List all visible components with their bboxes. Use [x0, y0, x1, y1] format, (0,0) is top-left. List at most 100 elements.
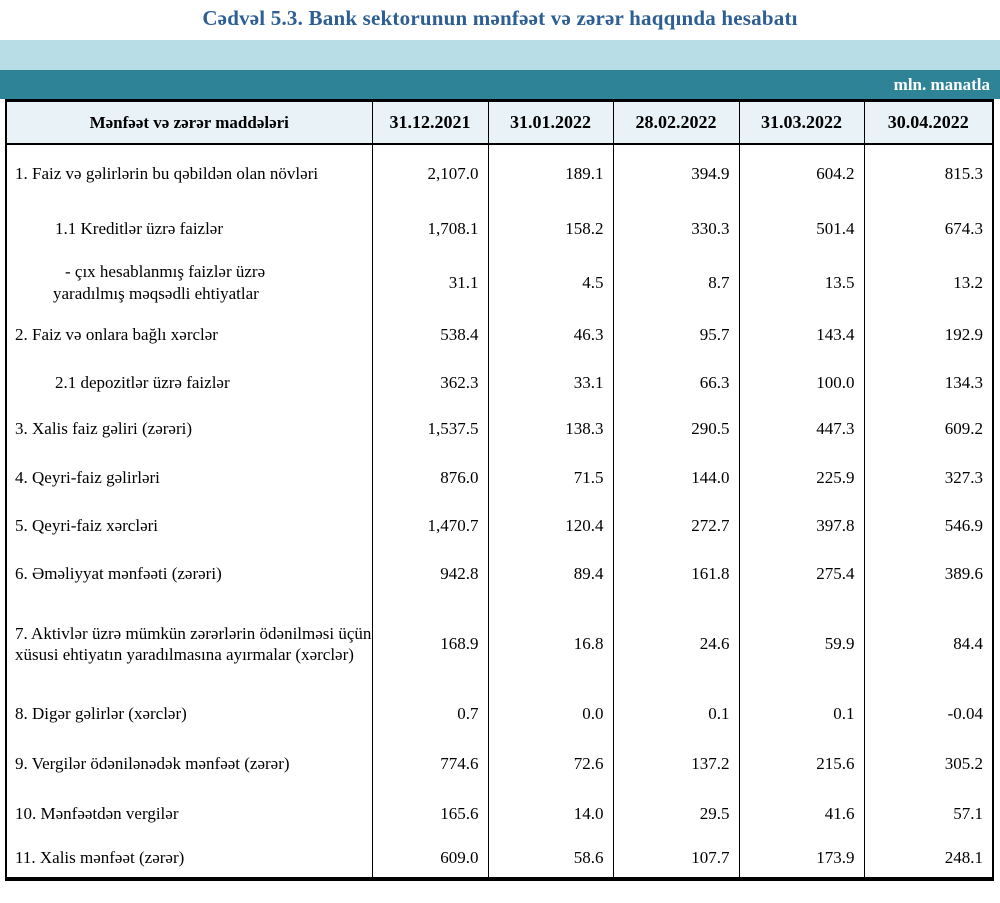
- table-body: 1. Faiz və gəlirlərin bu qəbildən olan n…: [6, 144, 993, 879]
- header-label-cell: Mənfəət və zərər maddələri: [6, 100, 372, 145]
- column-header-date: 31.12.2021: [371, 100, 488, 145]
- value-cell: 161.8: [612, 549, 739, 599]
- value-cell: 604.2: [738, 144, 864, 203]
- value-cell: 290.5: [612, 405, 739, 453]
- row-label: 10. Mənfəətdən vergilər: [6, 789, 372, 839]
- value-cell: 84.4: [863, 599, 993, 689]
- value-cell: 189.1: [487, 144, 613, 203]
- table-row: 6. Əməliyyat mənfəəti (zərəri) 942.8 89.4 1…: [6, 549, 993, 599]
- profit-loss-table: Mənfəət və zərər maddələri 31.12.2021 31.…: [5, 99, 994, 881]
- value-cell: 0.0: [487, 689, 613, 739]
- table-row: 2. Faiz və onlara bağlı xərclər 538.4 46.3…: [6, 310, 993, 360]
- header-row: Mənfəət və zərər maddələri 31.12.2021 31.…: [6, 100, 993, 145]
- unit-label: mln. manatla: [893, 74, 990, 94]
- value-cell: 138.3: [487, 405, 613, 453]
- page-title: Cədvəl 5.3. Bank sektorunun mənfəət və z…: [202, 6, 798, 30]
- value-cell: 41.6: [738, 789, 864, 839]
- column-header-date: 31.03.2022: [738, 100, 864, 145]
- value-cell: 4.5: [487, 255, 613, 310]
- column-header-date: 30.04.2022: [863, 100, 993, 145]
- value-cell: 134.3: [863, 360, 993, 405]
- value-cell: 120.4: [487, 503, 613, 549]
- table-row: 3. Xalis faiz gəliri (zərəri) 1,537.5 138.…: [6, 405, 993, 453]
- value-cell: 168.9: [371, 599, 488, 689]
- table-row: 1.1 Kreditlər üzrə faizlər 1,708.1 158.2 33…: [6, 203, 993, 255]
- value-cell: 305.2: [863, 739, 993, 789]
- value-cell: 876.0: [371, 453, 488, 503]
- row-label: 2. Faiz və onlara bağlı xərclər: [6, 310, 372, 360]
- value-cell: 192.9: [863, 310, 993, 360]
- value-cell: 72.6: [487, 739, 613, 789]
- row-label: 8. Digər gəlirlər (xərclər): [6, 689, 372, 739]
- value-cell: 609.2: [863, 405, 993, 453]
- row-label-line: - çıx hesablanmış faizlər üzrə: [65, 262, 266, 282]
- value-cell: 16.8: [487, 599, 613, 689]
- value-cell: 394.9: [612, 144, 739, 203]
- table-row: 10. Mənfəətdən vergilər 165.6 14.0 29.5 41.6…: [6, 789, 993, 839]
- value-cell: 143.4: [738, 310, 864, 360]
- value-cell: 501.4: [738, 203, 864, 255]
- value-cell: 362.3: [371, 360, 488, 405]
- value-cell: -0.04: [863, 689, 993, 739]
- value-cell: 24.6: [612, 599, 739, 689]
- table-row: 11. Xalis mənfəət (zərər) 609.0 58.6 107.7 1…: [6, 839, 993, 879]
- table-row: 5. Qeyri-faiz xərcləri 1,470.7 120.4 272.7 3…: [6, 503, 993, 549]
- row-label: 2.1 depozitlər üzrə faizlər: [6, 360, 372, 405]
- value-cell: 144.0: [612, 453, 739, 503]
- value-cell: 397.8: [738, 503, 864, 549]
- row-label-line: yaradılmış məqsədli ehtiyatlar: [53, 283, 259, 303]
- value-cell: 215.6: [738, 739, 864, 789]
- unit-band: mln. manatla: [0, 70, 1000, 99]
- value-cell: 71.5: [487, 453, 613, 503]
- value-cell: 57.1: [863, 789, 993, 839]
- value-cell: 8.7: [612, 255, 739, 310]
- value-cell: 100.0: [738, 360, 864, 405]
- row-label: 11. Xalis mənfəət (zərər): [6, 839, 372, 879]
- value-cell: 165.6: [371, 789, 488, 839]
- value-cell: 815.3: [863, 144, 993, 203]
- row-label: 4. Qeyri-faiz gəlirləri: [6, 453, 372, 503]
- value-cell: 225.9: [738, 453, 864, 503]
- value-cell: 248.1: [863, 839, 993, 879]
- row-label: 7. Aktivlər üzrə mümkün zərərlərin ödəni…: [6, 599, 372, 689]
- value-cell: 1,470.7: [371, 503, 488, 549]
- row-label: 3. Xalis faiz gəliri (zərəri): [6, 405, 372, 453]
- value-cell: 14.0: [487, 789, 613, 839]
- row-label: 5. Qeyri-faiz xərcləri: [6, 503, 372, 549]
- value-cell: 158.2: [487, 203, 613, 255]
- table-row: 4. Qeyri-faiz gəlirləri 876.0 71.5 144.0 225…: [6, 453, 993, 503]
- value-cell: 137.2: [612, 739, 739, 789]
- table-row: - çıx hesablanmış faizlər üzrə yaradılmış…: [6, 255, 993, 310]
- value-cell: 89.4: [487, 549, 613, 599]
- value-cell: 0.1: [738, 689, 864, 739]
- value-cell: 942.8: [371, 549, 488, 599]
- value-cell: 107.7: [612, 839, 739, 879]
- value-cell: 447.3: [738, 405, 864, 453]
- value-cell: 13.2: [863, 255, 993, 310]
- row-label: 6. Əməliyyat mənfəəti (zərəri): [6, 549, 372, 599]
- value-cell: 13.5: [738, 255, 864, 310]
- value-cell: 546.9: [863, 503, 993, 549]
- table-row: 9. Vergilər ödənilənədək mənfəət (zərər)…: [6, 739, 993, 789]
- column-header-date: 31.01.2022: [487, 100, 613, 145]
- value-cell: 0.7: [371, 689, 488, 739]
- value-cell: 389.6: [863, 549, 993, 599]
- value-cell: 1,708.1: [371, 203, 488, 255]
- value-cell: 33.1: [487, 360, 613, 405]
- table-row: 7. Aktivlər üzrə mümkün zərərlərin ödəni…: [6, 599, 993, 689]
- value-cell: 31.1: [371, 255, 488, 310]
- value-cell: 330.3: [612, 203, 739, 255]
- value-cell: 538.4: [371, 310, 488, 360]
- row-label: 9. Vergilər ödənilənədək mənfəət (zərər): [6, 739, 372, 789]
- value-cell: 66.3: [612, 360, 739, 405]
- row-label: 1. Faiz və gəlirlərin bu qəbildən olan n…: [6, 144, 372, 203]
- value-cell: 58.6: [487, 839, 613, 879]
- value-cell: 2,107.0: [371, 144, 488, 203]
- value-cell: 29.5: [612, 789, 739, 839]
- value-cell: 275.4: [738, 549, 864, 599]
- value-cell: 674.3: [863, 203, 993, 255]
- table-row: 2.1 depozitlər üzrə faizlər 362.3 33.1 66.3…: [6, 360, 993, 405]
- value-cell: 609.0: [371, 839, 488, 879]
- value-cell: 46.3: [487, 310, 613, 360]
- value-cell: 272.7: [612, 503, 739, 549]
